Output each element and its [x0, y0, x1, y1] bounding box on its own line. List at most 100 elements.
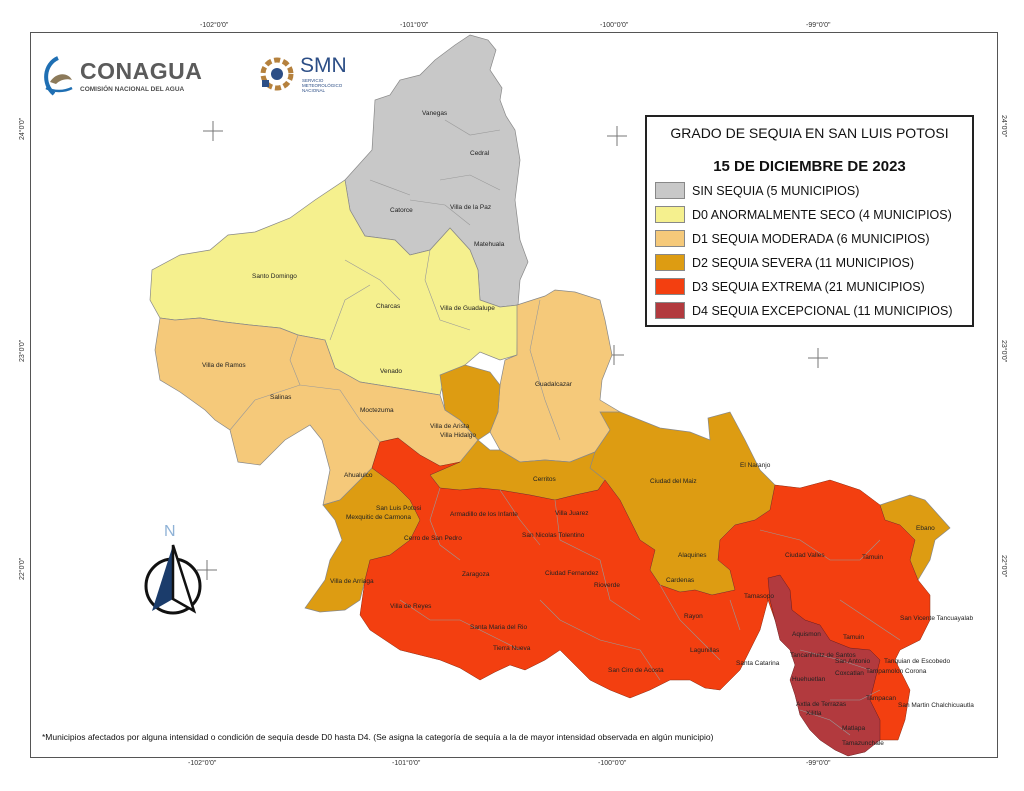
label-xilitla: Xilitla — [806, 710, 822, 717]
label-villa-hidalgo: Villa Hidalgo — [440, 432, 476, 439]
legend-item-d1: D1 SEQUIA MODERADA (6 MUNICIPIOS) — [655, 230, 930, 247]
label-ciudad-valles: Ciudad Valles — [785, 552, 825, 559]
label-santa-catarina: Santa Catarina — [736, 660, 780, 667]
smn-sub-3: NACIONAL — [302, 88, 326, 93]
label-huehuetlan: Huehuetlan — [792, 676, 826, 683]
legend-swatch — [655, 302, 685, 319]
label-cerro-de-san-pedro: Cerro de San Pedro — [404, 535, 462, 542]
legend-label: D2 SEQUIA SEVERA (11 MUNICIPIOS) — [692, 255, 915, 270]
label-vanegas: Vanegas — [422, 110, 448, 117]
label-santo-domingo: Santo Domingo — [252, 273, 297, 280]
label-santa-maria-del-rio: Santa Maria del Rio — [470, 624, 527, 631]
label-tierra-nueva: Tierra Nueva — [493, 645, 531, 652]
legend-label: D1 SEQUIA MODERADA (6 MUNICIPIOS) — [692, 231, 930, 246]
legend-swatch — [655, 230, 685, 247]
label-ciudad-del-maiz: Ciudad del Maiz — [650, 478, 697, 485]
label-lagunillas: Lagunillas — [690, 647, 720, 654]
label-el-naranjo: El Naranjo — [740, 462, 771, 469]
label-ciudad-fernandez: Ciudad Fernandez — [545, 570, 598, 577]
legend: GRADO DE SEQUIA EN SAN LUIS POTOSI 15 DE… — [645, 115, 974, 327]
top-tick: -102°0'0" — [200, 22, 229, 29]
label-zaragoza: Zaragoza — [462, 571, 490, 578]
conagua-emblem-icon — [44, 56, 73, 96]
label-san-martin: San Martin Chalchicuautla — [898, 702, 974, 709]
north-arrow-icon — [144, 544, 202, 615]
label-tanquian: Tanquian de Escobedo — [884, 658, 951, 665]
legend-label: D0 ANORMALMENTE SECO (4 MUNICIPIOS) — [692, 207, 952, 222]
legend-swatch — [655, 206, 685, 223]
legend-label: D3 SEQUIA EXTREMA (21 MUNICIPIOS) — [692, 279, 925, 294]
label-san-nicolas-tolentino: San Nicolas Tolentino — [522, 532, 585, 539]
label-villa-de-reyes: Villa de Reyes — [390, 603, 432, 610]
smn-sub-1: SERVICIO — [302, 78, 324, 83]
label-tampacan: Tampacan — [866, 695, 896, 702]
bottom-tick: -99°0'0" — [806, 760, 831, 767]
bottom-tick: -102°0'0" — [188, 760, 217, 767]
smn-subtitle: SERVICIO METEOROLÓGICO NACIONAL — [302, 78, 342, 93]
conagua-logo: CONAGUA COMISIÓN NACIONAL DEL AGUA — [40, 52, 215, 102]
footnote: *Municipios afectados por alguna intensi… — [42, 732, 714, 742]
label-rioverde: Rioverde — [594, 582, 620, 589]
label-coxcatlan: Coxcatlan — [835, 670, 864, 677]
top-tick: -101°0'0" — [400, 22, 429, 29]
bottom-tick: -101°0'0" — [392, 760, 421, 767]
bottom-tick: -100°0'0" — [598, 760, 627, 767]
label-san-antonio: San Antonio — [835, 658, 870, 665]
label-villa-de-arriaga: Villa de Arriaga — [330, 578, 374, 585]
label-villa-de-ramos: Villa de Ramos — [202, 362, 246, 369]
north-letter: N — [164, 523, 176, 540]
legend-item-d2: D2 SEQUIA SEVERA (11 MUNICIPIOS) — [655, 254, 914, 271]
label-armadillo: Armadillo de los Infante — [450, 511, 518, 518]
legend-date: 15 DE DICIEMBRE DE 2023 — [713, 158, 906, 175]
label-moctezuma: Moctezuma — [360, 407, 394, 414]
label-cardenas: Cardenas — [666, 577, 695, 584]
label-rayon: Rayon — [684, 613, 703, 620]
label-tamazunchale: Tamazunchale — [842, 740, 884, 747]
region-d4 — [767, 574, 881, 757]
smn-sub-2: METEOROLÓGICO — [302, 83, 343, 88]
label-tancanhuitz: Tancanhuitz de Santos — [790, 652, 857, 659]
north-arrow: N — [138, 523, 208, 618]
label-villa-de-guadalupe: Villa de Guadalupe — [440, 305, 495, 312]
top-tick: -100°0'0" — [600, 22, 629, 29]
label-san-vicente: San Vicente Tancuayalab — [900, 615, 974, 622]
label-san-luis-potosi: San Luis Potosi — [376, 505, 421, 512]
label-salinas: Salinas — [270, 394, 292, 401]
municipality-labels: Vanegas Cedral Catorce Villa de la Paz M… — [202, 110, 974, 747]
top-tick: -99°0'0" — [806, 22, 831, 29]
label-guadalcazar: Guadalcazar — [535, 381, 573, 388]
label-cerritos: Cerritos — [533, 476, 557, 483]
label-villa-juarez: Villa Juarez — [555, 510, 588, 517]
label-venado: Venado — [380, 368, 402, 375]
legend-title: GRADO DE SEQUIA EN SAN LUIS POTOSI — [670, 125, 949, 141]
legend-swatch — [655, 254, 685, 271]
smn-logo: SMN SERVICIO METEOROLÓGICO NACIONAL — [258, 52, 368, 97]
legend-item-d3: D3 SEQUIA EXTREMA (21 MUNICIPIOS) — [655, 278, 925, 295]
label-tamuin-2: Tamuin — [843, 634, 864, 641]
legend-item-d4: D4 SEQUIA EXCEPCIONAL (11 MUNICIPIOS) — [655, 302, 952, 319]
legend-item-d0: D0 ANORMALMENTE SECO (4 MUNICIPIOS) — [655, 206, 952, 223]
label-tamasopo: Tamasopo — [744, 593, 774, 600]
label-cedral: Cedral — [470, 150, 490, 157]
label-ahualulco: Ahualulco — [344, 472, 373, 479]
label-villa-de-la-paz: Villa de la Paz — [450, 204, 491, 211]
label-tampamolon: Tampamolon Corona — [866, 668, 927, 675]
legend-swatch — [655, 278, 685, 295]
municipal-boundaries — [229, 119, 901, 736]
label-mexquitic: Mexquitic de Carmona — [346, 514, 411, 521]
conagua-name: CONAGUA — [80, 58, 203, 84]
smn-emblem-icon — [260, 57, 294, 91]
label-catorce: Catorce — [390, 207, 413, 214]
label-villa-de-arista: Villa de Arista — [430, 423, 470, 430]
label-aquismon: Aquismon — [792, 631, 821, 638]
conagua-subtitle: COMISIÓN NACIONAL DEL AGUA — [80, 86, 185, 93]
legend-swatch — [655, 182, 685, 199]
legend-label: SIN SEQUIA (5 MUNICIPIOS) — [692, 183, 860, 198]
label-matehuala: Matehuala — [474, 241, 505, 248]
label-matlapa: Matlapa — [842, 725, 866, 732]
label-tamuin: Tamuin — [862, 554, 883, 561]
label-san-ciro: San Ciro de Acosta — [608, 667, 664, 674]
smn-name: SMN — [300, 54, 347, 77]
legend-label: D4 SEQUIA EXCEPCIONAL (11 MUNICIPIOS) — [692, 303, 953, 318]
